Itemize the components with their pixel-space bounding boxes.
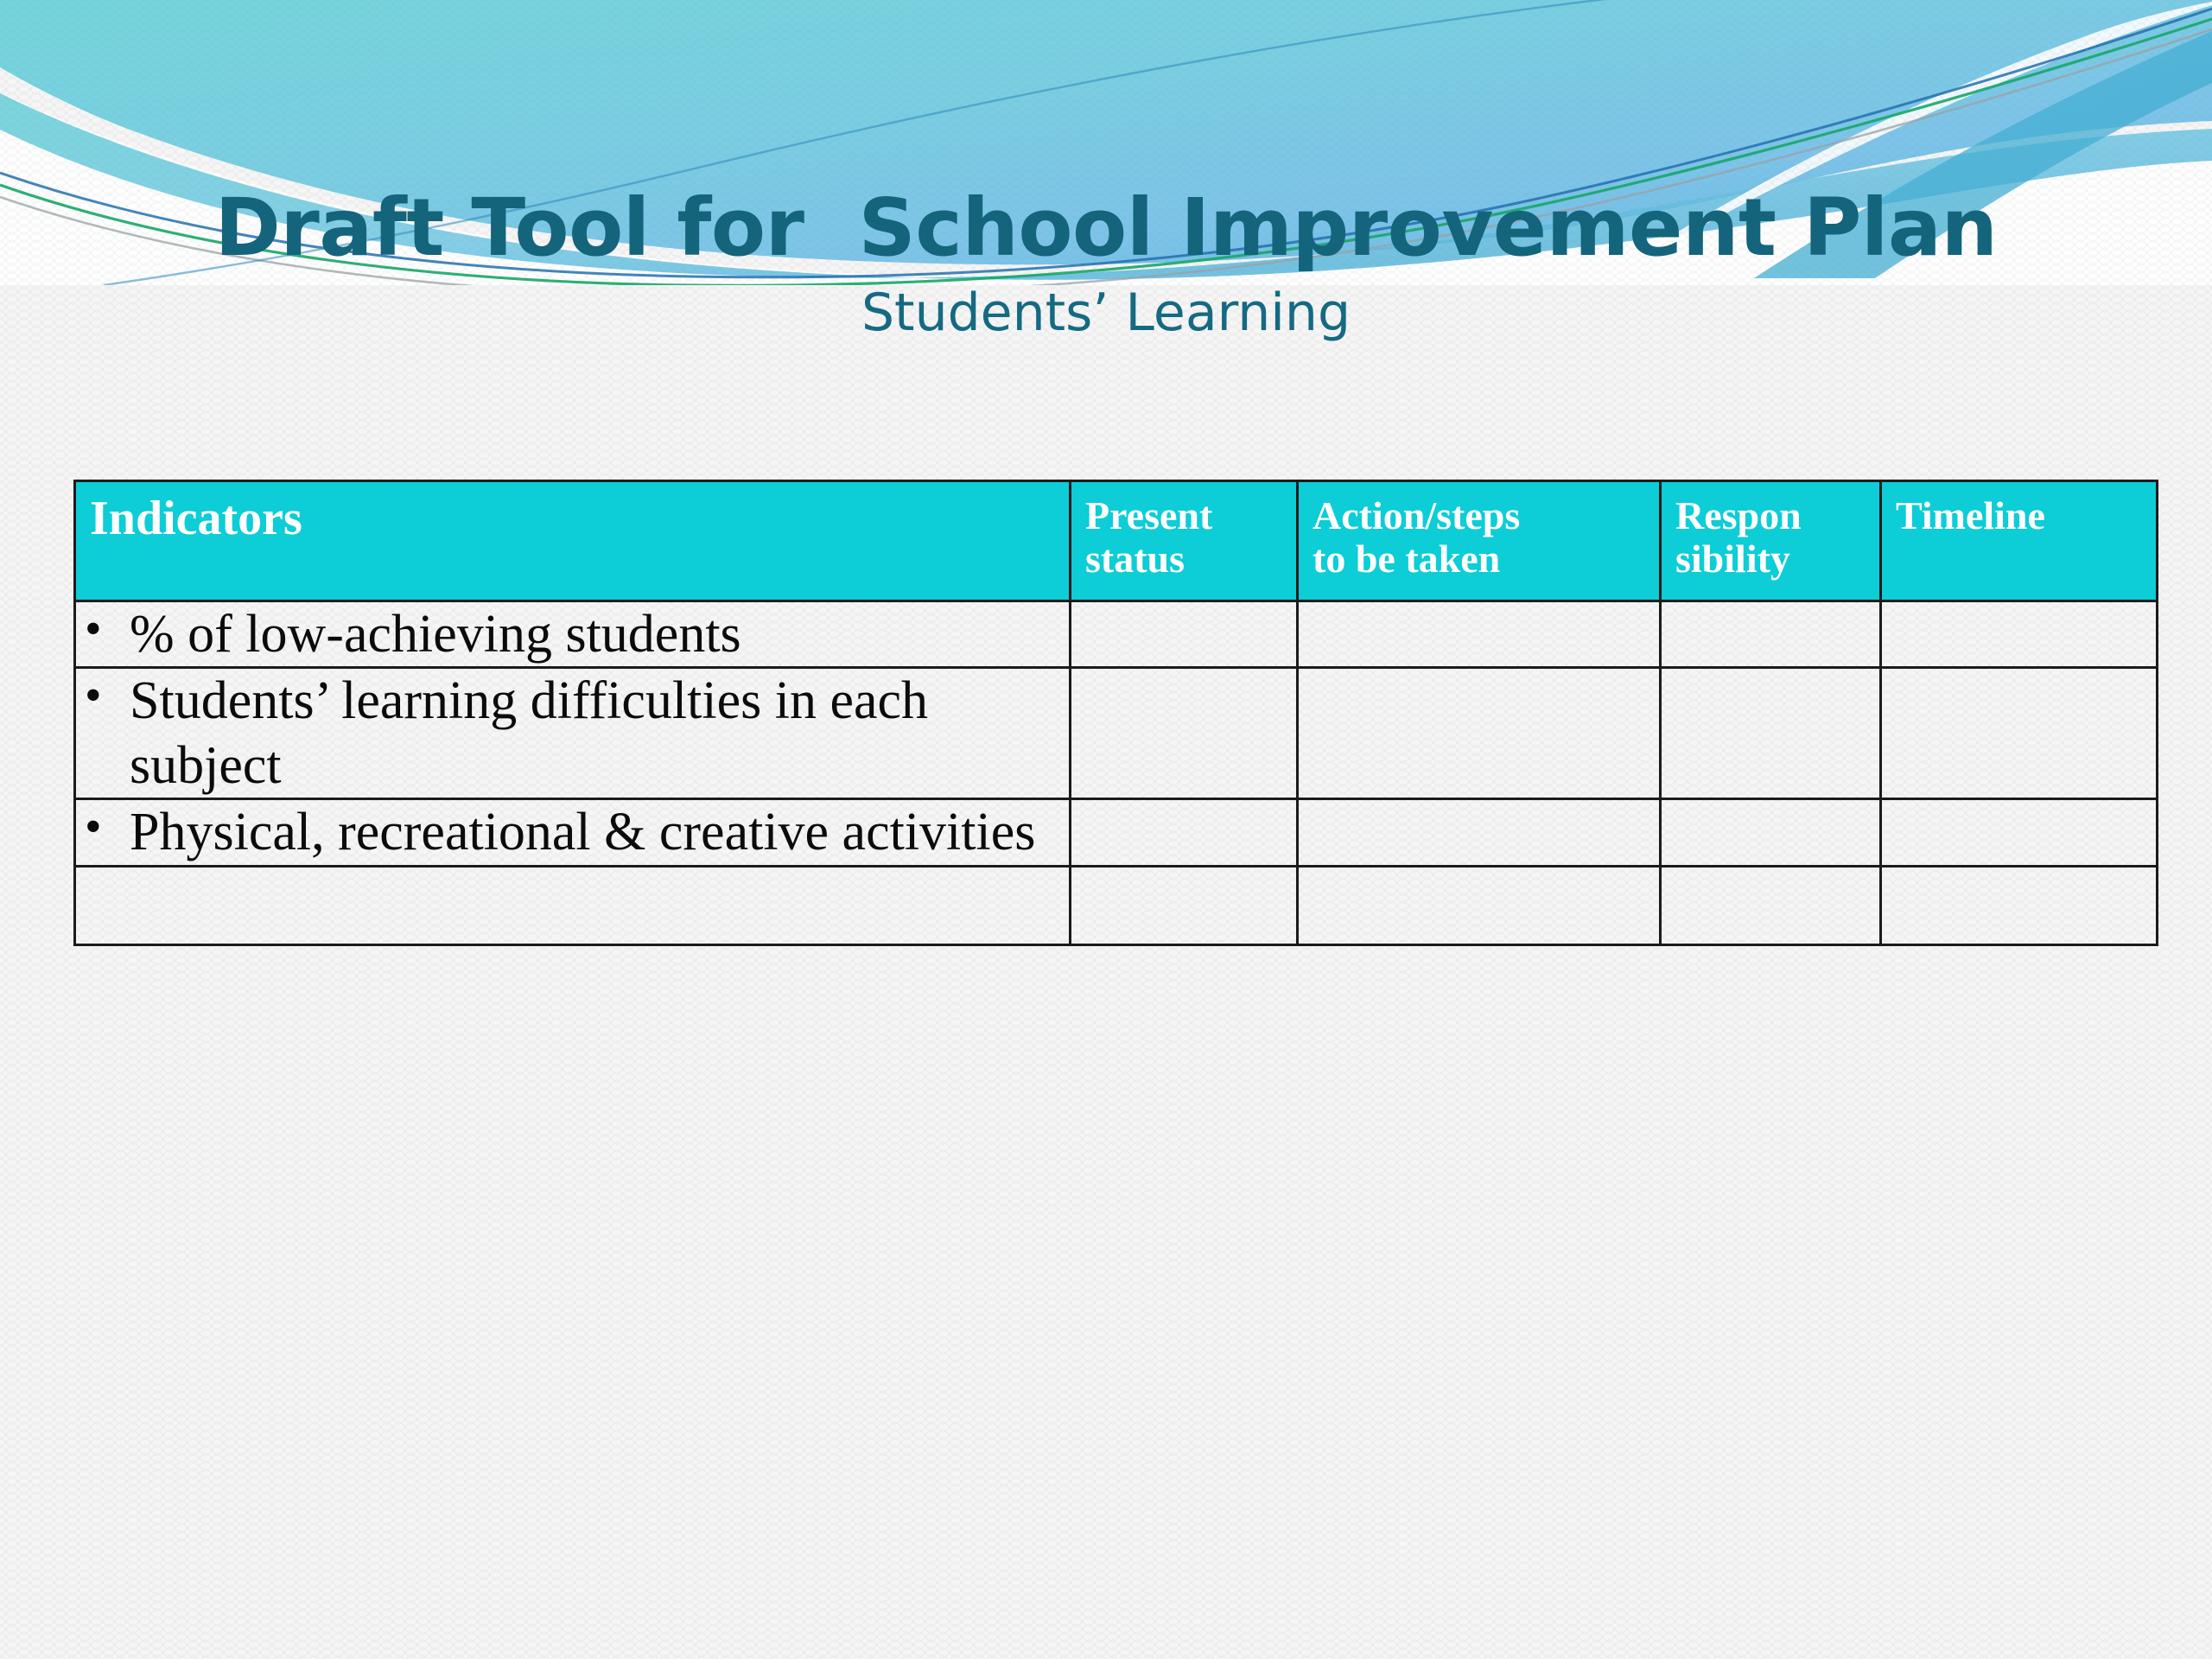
indicator-bullet-item: Students’ learning difficulties in each … (85, 667, 1069, 798)
indicator-cell[interactable]: Students’ learning difficulties in each … (73, 666, 1071, 801)
table-row: Physical, recreational & creative activi… (73, 798, 2158, 868)
school-improvement-plan-table: Indicators Present status Action/steps t… (73, 480, 2158, 946)
timeline-cell[interactable] (1879, 599, 2158, 670)
responsibility-cell[interactable] (1659, 599, 1882, 670)
table-row: % of low-achieving students (73, 599, 2158, 670)
title-block: Draft Tool for School Improvement Plan S… (0, 181, 2212, 343)
present-status-cell[interactable] (1069, 864, 1299, 946)
timeline-cell[interactable] (1879, 666, 2158, 801)
responsibility-cell[interactable] (1659, 798, 1882, 868)
table-row (73, 864, 2158, 946)
column-header-action-steps[interactable]: Action/steps to be taken (1296, 480, 1662, 602)
action-steps-cell[interactable] (1296, 599, 1662, 670)
column-header-present-status[interactable]: Present status (1069, 480, 1299, 602)
column-header-responsibility[interactable]: Respon sibility (1659, 480, 1882, 602)
present-status-cell[interactable] (1069, 666, 1299, 801)
responsibility-cell[interactable] (1659, 864, 1882, 946)
responsibility-cell[interactable] (1659, 666, 1882, 801)
action-steps-cell[interactable] (1296, 666, 1662, 801)
action-steps-cell[interactable] (1296, 798, 1662, 868)
indicator-cell[interactable]: Physical, recreational & creative activi… (73, 798, 1071, 868)
indicator-cell[interactable]: % of low-achieving students (73, 599, 1071, 670)
present-status-cell[interactable] (1069, 798, 1299, 868)
page-subtitle: Students’ Learning (861, 283, 1351, 343)
table-row: Students’ learning difficulties in each … (73, 666, 2158, 801)
column-header-timeline[interactable]: Timeline (1879, 480, 2158, 602)
indicator-bullet-item: % of low-achieving students (85, 601, 1069, 666)
timeline-cell[interactable] (1879, 798, 2158, 868)
table-header-row: Indicators Present status Action/steps t… (73, 480, 2158, 602)
indicator-bullet-item: Physical, recreational & creative activi… (85, 798, 1069, 864)
present-status-cell[interactable] (1069, 599, 1299, 670)
decorative-header-banner (0, 0, 2212, 285)
action-steps-cell[interactable] (1296, 864, 1662, 946)
indicator-cell[interactable] (73, 864, 1071, 946)
timeline-cell[interactable] (1879, 864, 2158, 946)
page-title: Draft Tool for School Improvement Plan (214, 181, 1999, 274)
column-header-indicators[interactable]: Indicators (73, 480, 1071, 602)
